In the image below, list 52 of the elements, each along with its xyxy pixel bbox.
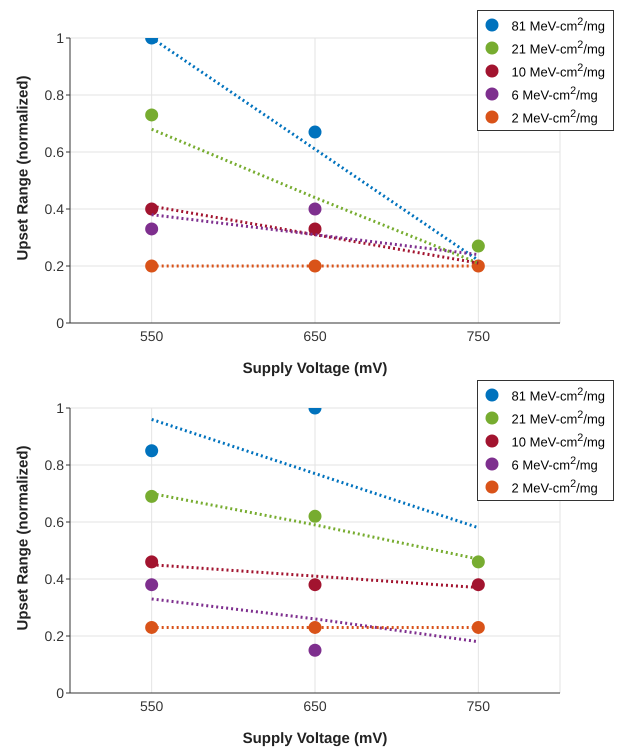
point: [145, 490, 158, 503]
point: [308, 620, 322, 634]
legend-label: 2 MeV-cm$^{2}$/mg: [512, 108, 598, 126]
legend-label: 81 MeV-cm$^{2}$/mg: [512, 386, 605, 404]
legend-label: 10 MeV-cm$^{2}$/mg: [512, 62, 605, 80]
point: [472, 578, 485, 592]
point: [145, 578, 158, 592]
y-tick-label: 0.2: [44, 628, 64, 644]
legend-label: 81 MeV-cm$^{2}$/mg: [512, 16, 605, 34]
point: [145, 620, 158, 634]
point: [145, 260, 158, 272]
legend-label: 6 MeV-cm$^{2}$/mg: [512, 84, 598, 102]
legend-label: 2 MeV-cm$^{2}$/mg: [512, 478, 598, 496]
point: [145, 555, 158, 568]
point: [472, 620, 485, 634]
point: [472, 555, 485, 568]
x-tick-label: 650: [303, 328, 327, 344]
y-tick-label: 0.4: [44, 570, 64, 587]
point: [308, 126, 322, 139]
y-tick-label: 1: [56, 30, 64, 46]
point: [308, 260, 322, 272]
point: [308, 202, 322, 216]
y-tick-label: 0.6: [44, 514, 64, 530]
point: [145, 222, 158, 236]
x-tick-label: 750: [466, 698, 490, 714]
y-tick-label: 0.8: [44, 86, 64, 103]
y-tick-label: 0.6: [44, 144, 64, 160]
x-axis-title: Supply Voltage (mV): [242, 360, 388, 377]
point: [308, 222, 322, 236]
point: [145, 108, 158, 122]
y-tick-label: 0.8: [44, 456, 64, 473]
legend-label: 10 MeV-cm$^{2}$/mg: [512, 432, 605, 450]
point: [308, 510, 322, 523]
y-tick-label: 1: [56, 400, 64, 416]
x-axis-title: Supply Voltage (mV): [242, 730, 388, 747]
y-axis-title: Upset Range (normalized): [14, 445, 32, 630]
point: [308, 644, 322, 657]
y-tick-label: 0: [56, 314, 64, 331]
y-tick-label: 0: [56, 684, 64, 701]
point: [308, 578, 322, 592]
y-axis-title: Upset Range (normalized): [14, 75, 32, 260]
legend-label: 21 MeV-cm$^{2}$/mg: [512, 408, 605, 426]
x-tick-label: 750: [466, 328, 490, 344]
point: [472, 240, 485, 253]
point: [145, 444, 158, 458]
x-tick-label: 550: [140, 698, 164, 714]
legend-label: 21 MeV-cm$^{2}$/mg: [512, 38, 605, 56]
y-tick-label: 0.4: [44, 200, 64, 217]
legend-label: 6 MeV-cm$^{2}$/mg: [512, 454, 598, 472]
y-tick-label: 0.2: [44, 258, 64, 274]
x-tick-label: 650: [303, 698, 327, 714]
x-tick-label: 550: [140, 328, 164, 344]
